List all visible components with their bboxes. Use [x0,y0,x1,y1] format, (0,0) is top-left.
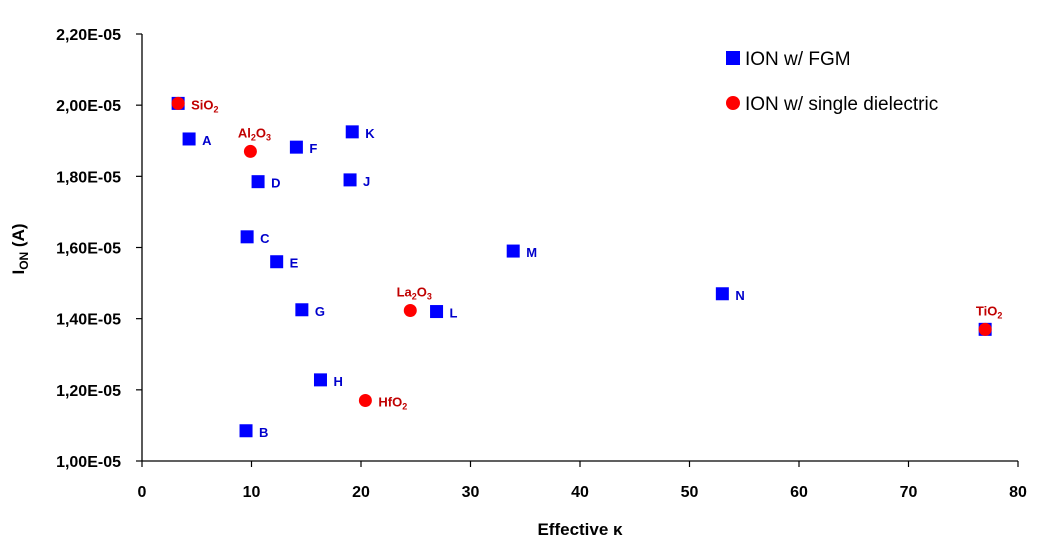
point-label: SiO2 [191,97,218,114]
x-tick-label: 70 [900,484,918,501]
data-point-fgm [240,230,254,244]
data-point-fgm [506,244,520,258]
data-marks [171,96,992,438]
x-tick-label: 80 [1009,484,1027,501]
data-point-fgm [430,305,444,319]
legend-marker-fgm [726,51,740,65]
x-axis-ticks: 0 10 20 30 40 50 60 70 80 [138,461,1027,501]
data-point-single-dielectric [403,303,417,317]
data-point-single-dielectric [171,96,185,110]
point-label: N [735,288,744,303]
point-label: HfO2 [378,395,407,412]
point-label: K [365,126,375,141]
point-label: J [363,174,370,189]
y-tick-label: 2,00E-05 [56,98,121,115]
x-tick-label: 50 [681,484,699,501]
point-label: G [315,304,325,319]
y-tick-label: 1,00E-05 [56,454,121,471]
y-tick-label: 1,60E-05 [56,241,121,258]
data-point-fgm [251,175,265,189]
data-point-fgm [182,132,196,146]
legend-label-single-dielectric: ION w/ single dielectric [745,94,938,115]
data-point-fgm [715,287,729,301]
point-label: D [271,176,280,191]
point-label: L [450,306,458,321]
point-label: M [526,245,537,260]
y-axis-ticks: 1,00E-05 1,20E-05 1,40E-05 1,60E-05 1,80E-05… [56,27,142,471]
point-label: F [309,141,317,156]
y-tick-label: 1,80E-05 [56,169,121,186]
point-label: E [290,256,299,271]
data-point-fgm [289,140,303,154]
y-tick-label: 1,20E-05 [56,383,121,400]
y-tick-label: 1,40E-05 [56,312,121,329]
point-label: A [202,133,212,148]
x-axis-title: Effective κ [537,520,623,539]
x-tick-label: 0 [138,484,147,501]
point-label: C [260,231,270,246]
data-point-fgm [295,303,309,317]
y-axis-title-main: I [9,270,28,275]
y-axis-title-sub: ON [17,252,31,270]
data-point-single-dielectric [243,144,257,158]
y-axis-title: ION (A) [9,223,31,274]
x-tick-label: 10 [243,484,261,501]
data-labels: A B C D E F G H J K L M N SiO2 Al2O3 HfO2 La2O3 TiO2 [191,97,1002,439]
legend: ION w/ FGM ION w/ single dielectric [726,49,938,115]
x-tick-label: 60 [790,484,808,501]
point-label: B [259,425,268,440]
x-tick-label: 20 [352,484,370,501]
legend-label-fgm: ION w/ FGM [745,49,851,70]
x-tick-label: 30 [462,484,480,501]
data-point-fgm [343,173,357,187]
legend-marker-single-dielectric [726,96,740,110]
point-label: Al2O3 [238,125,271,142]
data-point-single-dielectric [978,322,992,336]
point-label: TiO2 [976,303,1002,320]
point-label: La2O3 [397,284,432,301]
data-point-fgm [270,255,284,269]
data-point-fgm [313,373,327,387]
point-label: H [333,374,342,389]
y-axis-title-unit: (A) [9,223,28,251]
data-point-fgm [345,125,359,139]
x-tick-label: 40 [571,484,589,501]
data-point-single-dielectric [358,394,372,408]
data-point-fgm [239,424,253,438]
y-tick-label: 2,20E-05 [56,27,121,44]
